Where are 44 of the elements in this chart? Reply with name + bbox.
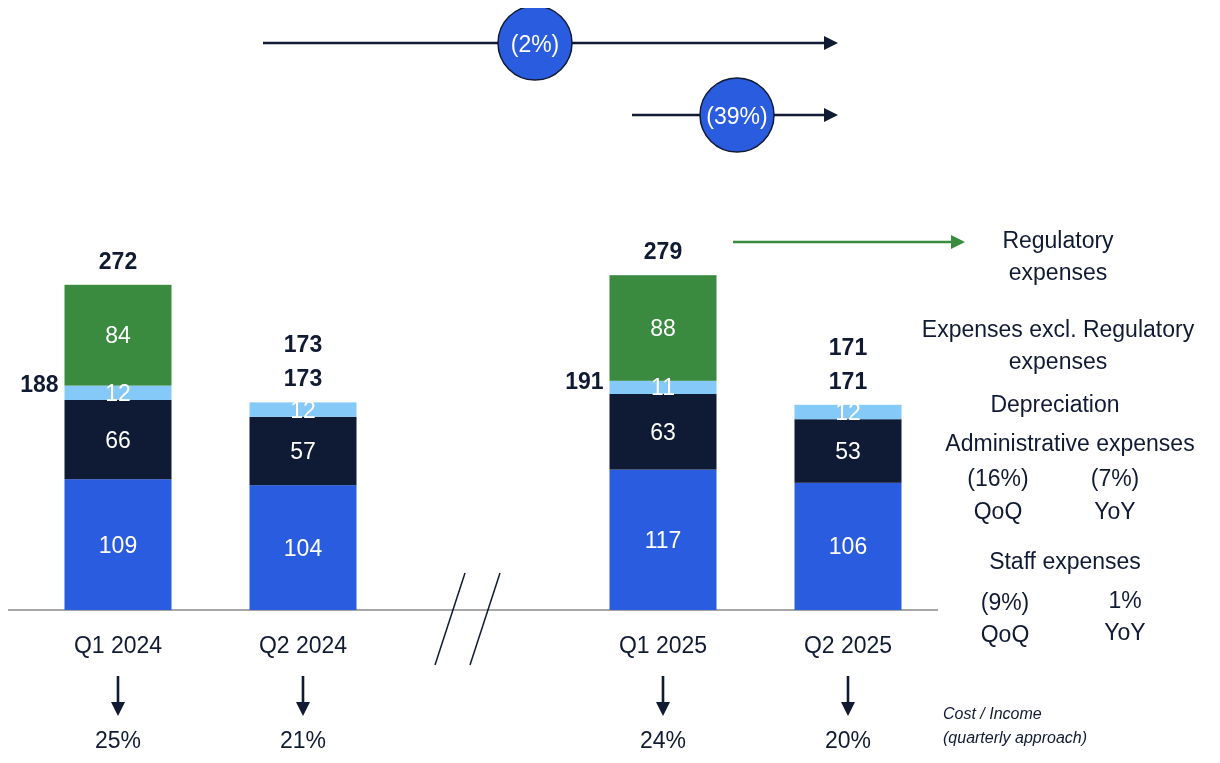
data-label: 12	[105, 379, 131, 406]
series-label: Administrative expenses	[945, 430, 1195, 456]
text: 1%	[1108, 587, 1142, 613]
x-tick-label: Q1 2024	[73, 632, 163, 658]
text: (39%)	[706, 103, 768, 129]
annotation: 188	[20, 371, 59, 398]
data-label: 53	[835, 438, 861, 464]
text: (2%)	[510, 31, 560, 57]
text: 25%	[94, 727, 142, 753]
total-label: 173	[283, 365, 323, 392]
x-tick-label: Q2 2024	[258, 632, 348, 658]
annotation: Expenses excl. Regulatory expenses	[921, 316, 1195, 374]
text: YoY	[1104, 619, 1146, 645]
data-label: 109	[98, 531, 138, 558]
data-label: 88	[650, 315, 676, 341]
text: QoQ	[980, 621, 1030, 647]
data-label: 106	[828, 533, 868, 560]
data-label: 11	[651, 374, 675, 401]
text: 20%	[824, 727, 872, 753]
text: 21%	[279, 727, 327, 753]
text: Cost / Income (quarterly approach)	[943, 704, 1088, 746]
annotation: 171	[828, 333, 868, 360]
total-label: 171	[828, 367, 868, 394]
text: Depreciation	[990, 391, 1120, 417]
text: (7%)	[1090, 465, 1140, 491]
text: (16%)	[967, 465, 1029, 491]
text: Staff expenses	[989, 548, 1141, 574]
data-label: 117	[644, 526, 682, 553]
x-tick-label: Q2 2025	[803, 632, 893, 658]
data-label: 104	[283, 534, 323, 561]
text: QoQ	[973, 498, 1023, 524]
data-label: 84	[105, 322, 131, 349]
data-label: 66	[105, 426, 131, 453]
data-label: 57	[290, 438, 316, 464]
data-label: 63	[650, 418, 676, 445]
annotation: 191	[565, 367, 604, 394]
text: Regulatory expenses	[1002, 227, 1115, 285]
x-tick-label: Q1 2025	[618, 632, 708, 658]
text: (9%)	[980, 589, 1030, 615]
text: YoY	[1094, 498, 1136, 524]
total-label: 279	[643, 238, 683, 265]
annotation: 173	[283, 331, 323, 358]
text: 24%	[639, 727, 687, 753]
total-label: 272	[98, 247, 138, 274]
